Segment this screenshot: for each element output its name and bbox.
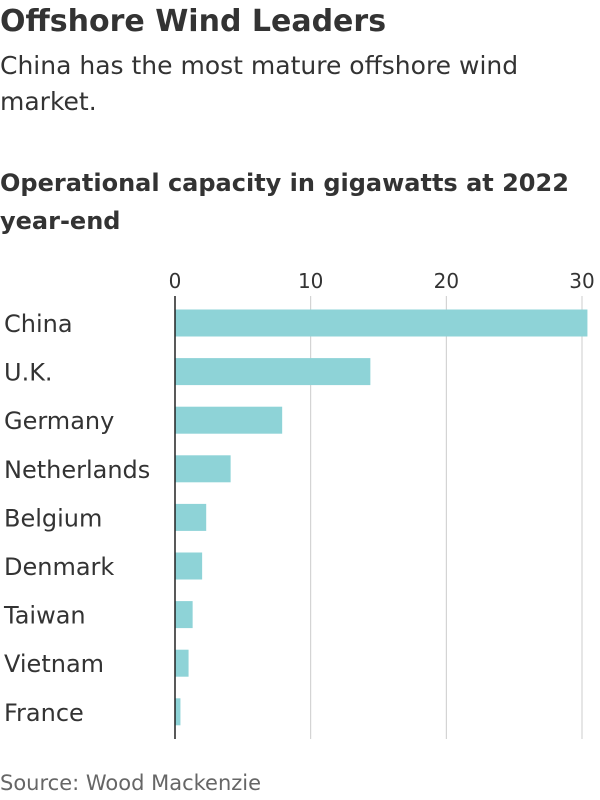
x-tick-label-30: 30	[569, 269, 594, 293]
bar-taiwan	[175, 601, 193, 629]
category-label-netherlands: Netherlands	[4, 456, 150, 484]
bar-china	[175, 309, 588, 337]
chart-heading: Operational capacity in gigawatts at 202…	[0, 169, 569, 235]
bar-u-k	[175, 358, 371, 386]
category-label-vietnam: Vietnam	[4, 650, 104, 678]
category-label-u-k: U.K.	[4, 359, 53, 387]
category-labels: China U.K. Germany Netherlands Belgium Denmar…	[3, 310, 150, 727]
category-label-taiwan: Taiwan	[3, 602, 86, 630]
bar-vietnam	[175, 649, 189, 677]
chart-subtitle: China has the most mature offshore wind …	[0, 51, 519, 116]
x-tick-labels: 0 10 20 30	[169, 269, 595, 293]
bar-belgium	[175, 503, 207, 531]
x-tick-label-0: 0	[169, 269, 182, 293]
chart-title: Offshore Wind Leaders	[0, 4, 387, 39]
category-label-china: China	[4, 310, 73, 338]
x-tick-label-20: 20	[434, 269, 459, 293]
bars	[175, 309, 588, 726]
category-label-belgium: Belgium	[4, 504, 102, 532]
bar-france	[175, 698, 181, 726]
category-label-germany: Germany	[4, 407, 114, 435]
category-label-france: France	[4, 699, 84, 727]
source-note: Source: Wood Mackenzie	[0, 771, 262, 795]
x-tick-label-10: 10	[298, 269, 323, 293]
category-label-denmark: Denmark	[4, 553, 114, 581]
bar-netherlands	[175, 455, 231, 483]
bar-denmark	[175, 552, 203, 580]
bar-germany	[175, 406, 283, 434]
